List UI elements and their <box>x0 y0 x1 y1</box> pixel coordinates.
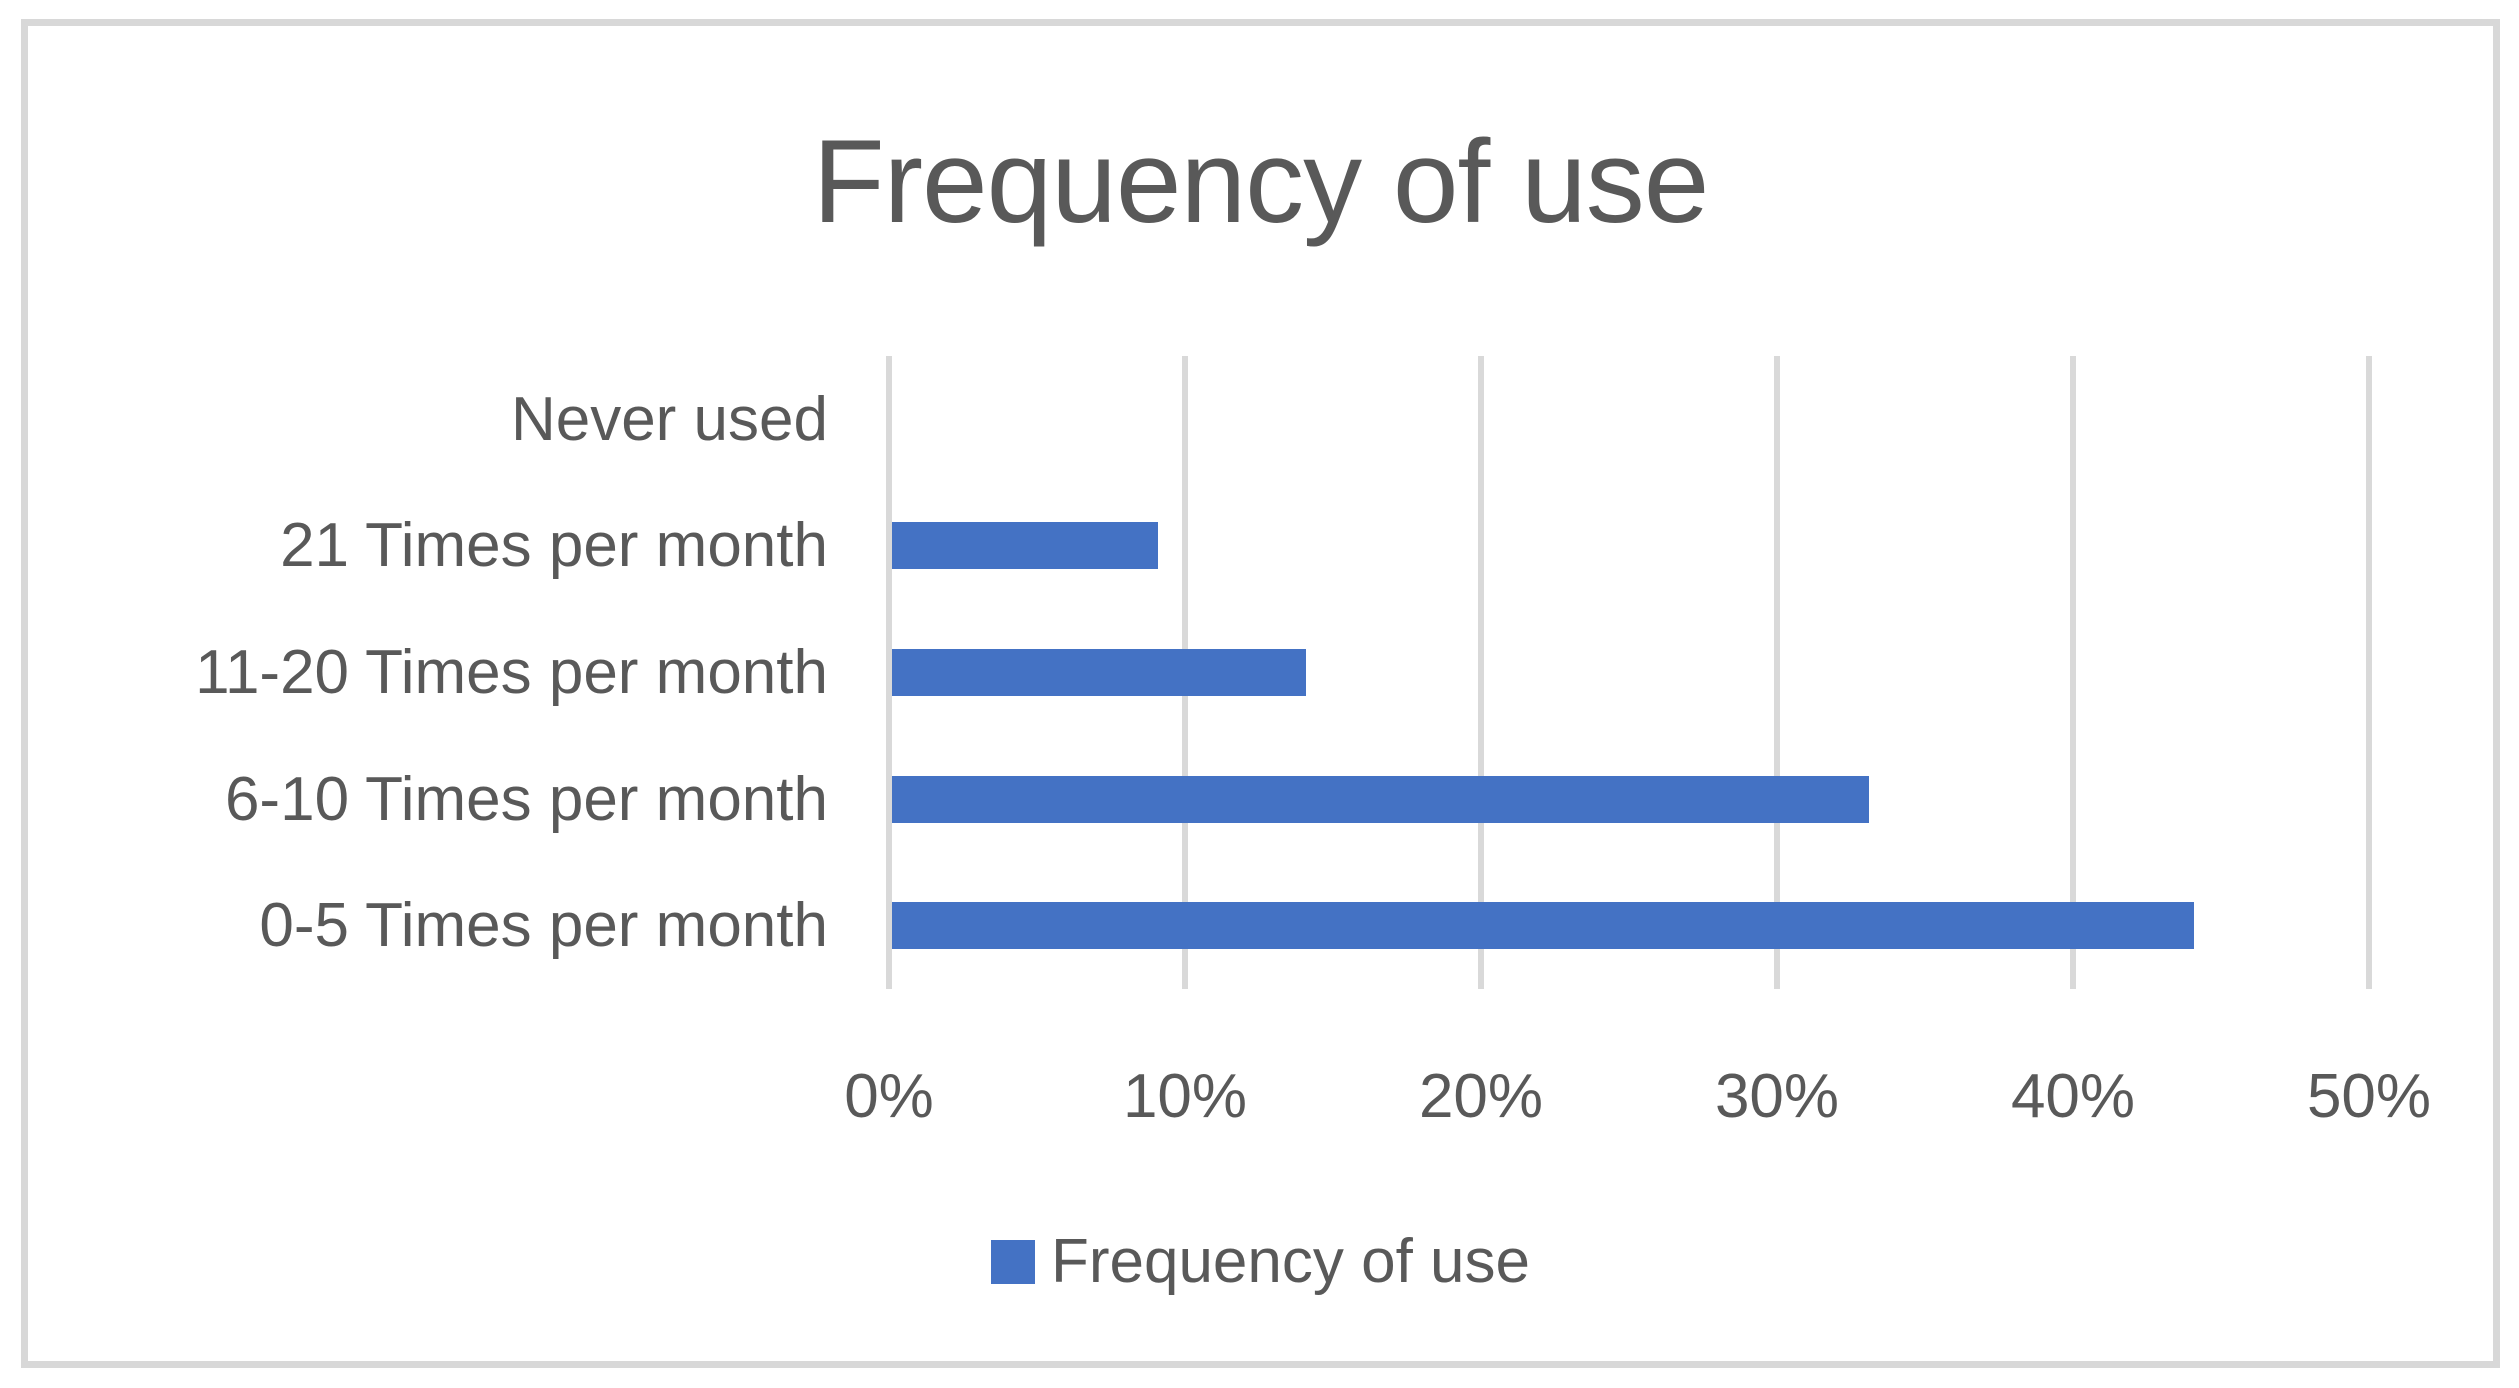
x-tick-label: 10% <box>1122 1062 1248 1131</box>
plot-area <box>886 356 2372 989</box>
category-axis: Never used 21 Times per month 11-20 Times … <box>88 356 828 989</box>
category-label: 21 Times per month <box>280 511 828 581</box>
x-tick-label: 20% <box>1418 1062 1544 1131</box>
chart-title: Frequency of use <box>812 116 1710 248</box>
legend-swatch-icon <box>990 1239 1035 1284</box>
gridline <box>886 356 892 989</box>
gridline <box>2366 356 2372 989</box>
legend-label: Frequency of use <box>1050 1227 1531 1296</box>
bar <box>892 649 1307 696</box>
chart-border: Frequency of use Never used 21 Times per … <box>21 19 2500 1368</box>
x-tick-label: 40% <box>2010 1062 2136 1131</box>
value-axis: 0% 10% 20% 30% 40% 50% <box>844 1061 2431 1141</box>
bar <box>892 522 1159 570</box>
gridline <box>2070 356 2076 989</box>
gridline <box>1478 356 1484 989</box>
x-tick-label: 30% <box>1714 1062 1840 1131</box>
category-label: 11-20 Times per month <box>195 637 828 707</box>
x-tick-label: 0% <box>844 1062 934 1131</box>
x-tick-label: 50% <box>2306 1062 2432 1131</box>
bar <box>892 775 1869 823</box>
category-label: Never used <box>510 384 828 454</box>
legend: Frequency of use <box>28 1226 2493 1297</box>
gridline <box>1774 356 1780 989</box>
category-label: 0-5 Times per month <box>259 891 828 961</box>
category-label: 6-10 Times per month <box>224 764 828 834</box>
bar <box>892 902 2195 950</box>
